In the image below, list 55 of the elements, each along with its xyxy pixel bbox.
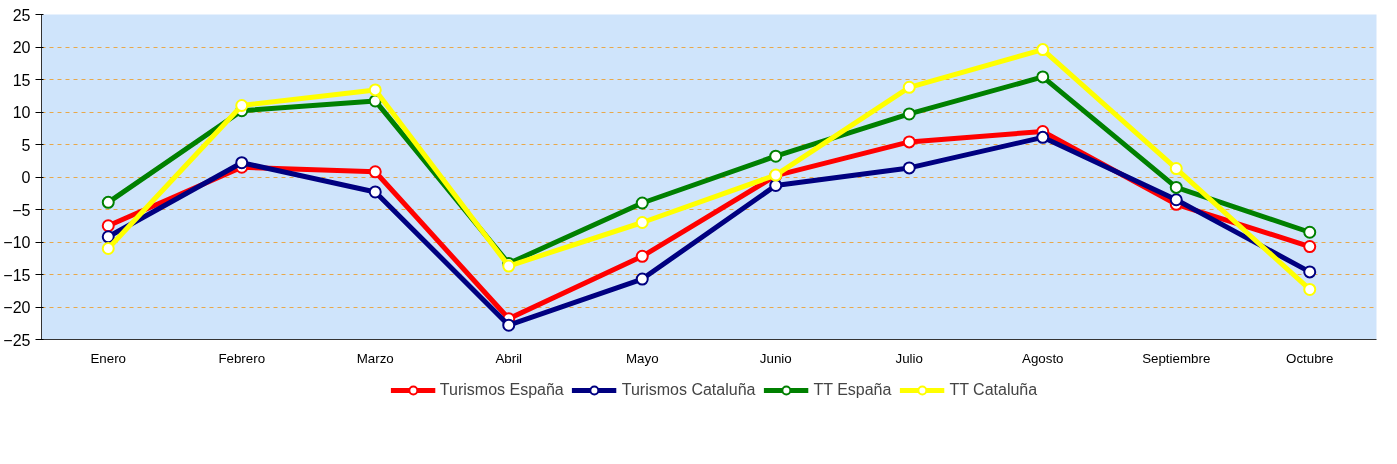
point (368, 83, 382, 97)
point (1303, 240, 1317, 254)
x-tick-label: Agosto (1022, 350, 1064, 366)
x-tick-label: Marzo (356, 350, 394, 366)
point (902, 107, 916, 121)
point (101, 219, 115, 233)
point (368, 165, 382, 179)
point (635, 196, 649, 210)
point (902, 161, 916, 175)
y-tick-label: −25 (3, 331, 31, 349)
point (635, 249, 649, 263)
x-tick-label: Septiembre (1142, 350, 1211, 366)
x-tick-label: Junio (759, 350, 792, 366)
point (1169, 180, 1183, 194)
x-tick-label: Octubre (1286, 350, 1334, 366)
x-tick-label: Febrero (218, 350, 266, 366)
y-tick-label: −10 (3, 234, 31, 251)
point (1036, 130, 1050, 144)
point (769, 178, 783, 192)
point (902, 80, 916, 94)
point (235, 156, 249, 170)
point (769, 149, 783, 163)
x-tick-label: Enero (90, 350, 127, 366)
point (1303, 282, 1317, 296)
point (1169, 162, 1183, 176)
legend-label: Turismos España (439, 381, 564, 399)
point (101, 242, 115, 255)
x-tick-label: Abril (495, 350, 523, 366)
x-tick-label: Julio (895, 350, 923, 366)
y-tick-label: 5 (21, 136, 31, 154)
y-tick-label: −20 (3, 299, 31, 316)
legend-label: TT España (813, 381, 892, 399)
legend-label: TT Cataluña (949, 381, 1038, 399)
y-tick-label: 25 (12, 6, 31, 24)
x-tick-label: Mayo (625, 350, 659, 366)
point (1303, 265, 1317, 279)
point (235, 99, 249, 112)
point (635, 272, 649, 286)
point (1169, 193, 1183, 207)
point (101, 230, 115, 244)
point (368, 185, 382, 199)
point (1036, 43, 1050, 57)
point (502, 318, 516, 332)
y-tick-label: 15 (12, 71, 31, 89)
y-tick-label: 20 (12, 39, 31, 56)
y-tick-label: 10 (12, 104, 31, 121)
point (635, 216, 649, 229)
y-tick-label: 0 (21, 169, 31, 186)
point (1303, 225, 1317, 239)
y-tick-label: −5 (12, 201, 31, 219)
point (101, 195, 115, 209)
point (1036, 70, 1050, 84)
legend-label: Turismos Cataluña (621, 381, 756, 399)
y-tick-label: −15 (3, 266, 31, 284)
point (902, 135, 916, 149)
